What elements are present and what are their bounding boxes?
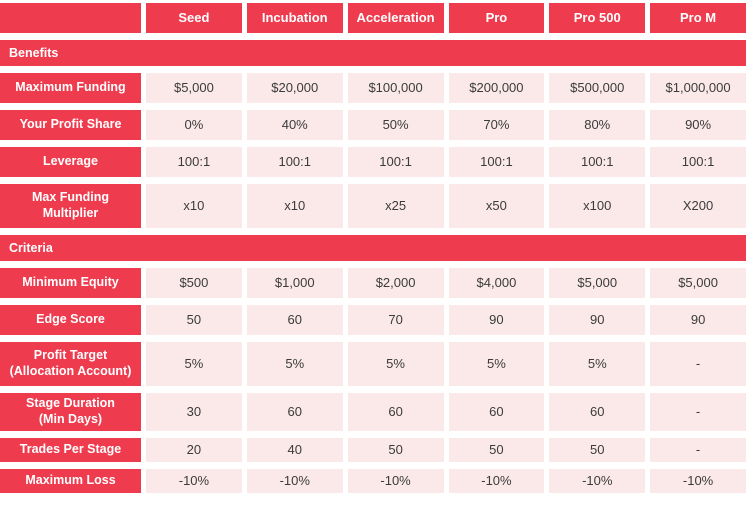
value-cell-leverage-incubation: 100:1 bbox=[246, 147, 343, 177]
value-cell-edge-score-seed: 50 bbox=[146, 305, 242, 335]
column-header-incubation: Incubation bbox=[246, 3, 343, 33]
value-cell-maximum-loss-pro-m: -10% bbox=[650, 469, 746, 493]
value-cell-max-funding-multiplier-incubation: x10 bbox=[246, 184, 343, 228]
table-row-stage-duration-min-days: Stage Duration (Min Days) 30 60 60 60 60- bbox=[0, 393, 746, 431]
value-cell-stage-duration-min-days-seed: 30 bbox=[146, 393, 242, 431]
value-cell-stage-duration-min-days-pro-500: 60 bbox=[549, 393, 646, 431]
value-cell-stage-duration-min-days-incubation: 60 bbox=[246, 393, 343, 431]
value-cell-minimum-equity-incubation: $1,000 bbox=[246, 268, 343, 298]
value-cell-maximum-funding-pro-500: $500,000 bbox=[549, 73, 646, 103]
value-cell-maximum-funding-pro: $200,000 bbox=[448, 73, 545, 103]
column-header-pro: Pro bbox=[448, 3, 545, 33]
row-label-leverage: Leverage bbox=[0, 147, 141, 177]
row-label-maximum-funding: Maximum Funding bbox=[0, 73, 141, 103]
value-cell-maximum-funding-acceleration: $100,000 bbox=[347, 73, 444, 103]
value-cell-trades-per-stage-pro-m: - bbox=[650, 438, 746, 462]
value-cell-profit-target-allocation-account-seed: 5% bbox=[146, 342, 242, 386]
value-cell-edge-score-pro-500: 90 bbox=[549, 305, 646, 335]
value-cell-max-funding-multiplier-pro-m: X200 bbox=[650, 184, 746, 228]
value-cell-your-profit-share-incubation: 40% bbox=[246, 110, 343, 140]
value-cell-maximum-loss-seed: -10% bbox=[146, 469, 242, 493]
table-row-profit-target-allocation-account: Profit Target (Allocation Account) 5% 5% 5%… bbox=[0, 342, 746, 386]
table-header-row: Seed Incubation Acceleration Pro Pro 500 Pro … bbox=[0, 3, 746, 33]
table-row-minimum-equity: Minimum Equity $500 $1,000 $2,000 $4,000 $5,0… bbox=[0, 268, 746, 298]
value-cell-leverage-seed: 100:1 bbox=[146, 147, 242, 177]
value-cell-maximum-loss-incubation: -10% bbox=[246, 469, 343, 493]
value-cell-minimum-equity-pro: $4,000 bbox=[448, 268, 545, 298]
value-cell-profit-target-allocation-account-pro-m: - bbox=[650, 342, 746, 386]
value-cell-profit-target-allocation-account-incubation: 5% bbox=[246, 342, 343, 386]
table-row-leverage: Leverage 100:1 100:1 100:1 100:1 100:1 100:1 bbox=[0, 147, 746, 177]
value-cell-profit-target-allocation-account-pro-500: 5% bbox=[549, 342, 646, 386]
table-row-edge-score: Edge Score 50 60 70 90 90 90 bbox=[0, 305, 746, 335]
value-cell-leverage-pro-m: 100:1 bbox=[650, 147, 746, 177]
value-cell-maximum-loss-pro-500: -10% bbox=[549, 469, 646, 493]
value-cell-your-profit-share-pro: 70% bbox=[448, 110, 545, 140]
value-cell-your-profit-share-acceleration: 50% bbox=[347, 110, 444, 140]
value-cell-maximum-funding-incubation: $20,000 bbox=[246, 73, 343, 103]
value-cell-edge-score-incubation: 60 bbox=[246, 305, 343, 335]
value-cell-your-profit-share-pro-500: 80% bbox=[549, 110, 646, 140]
value-cell-max-funding-multiplier-acceleration: x25 bbox=[347, 184, 444, 228]
row-label-stage-duration-min-days: Stage Duration (Min Days) bbox=[0, 393, 141, 431]
value-cell-maximum-loss-pro: -10% bbox=[448, 469, 545, 493]
value-cell-trades-per-stage-pro-500: 50 bbox=[549, 438, 646, 462]
table-row-maximum-loss: Maximum Loss -10% -10% -10% -10% -10% -10% bbox=[0, 469, 746, 493]
value-cell-max-funding-multiplier-pro: x50 bbox=[448, 184, 545, 228]
value-cell-leverage-pro: 100:1 bbox=[448, 147, 545, 177]
value-cell-max-funding-multiplier-pro-500: x100 bbox=[549, 184, 646, 228]
value-cell-maximum-loss-acceleration: -10% bbox=[347, 469, 444, 493]
row-label-trades-per-stage: Trades Per Stage bbox=[0, 438, 141, 462]
section-header-criteria: Criteria bbox=[0, 235, 746, 261]
value-cell-minimum-equity-pro-500: $5,000 bbox=[549, 268, 646, 298]
section-header-benefits: Benefits bbox=[0, 40, 746, 66]
table-row-maximum-funding: Maximum Funding $5,000 $20,000 $100,000 $200… bbox=[0, 73, 746, 103]
column-header-pro-m: Pro M bbox=[650, 3, 746, 33]
row-label-your-profit-share: Your Profit Share bbox=[0, 110, 141, 140]
value-cell-maximum-funding-seed: $5,000 bbox=[146, 73, 242, 103]
value-cell-minimum-equity-pro-m: $5,000 bbox=[650, 268, 746, 298]
table-row-trades-per-stage: Trades Per Stage 20 40 50 50 50- bbox=[0, 438, 746, 462]
row-label-edge-score: Edge Score bbox=[0, 305, 141, 335]
value-cell-edge-score-pro-m: 90 bbox=[650, 305, 746, 335]
corner-cell bbox=[0, 3, 141, 33]
row-label-profit-target-allocation-account: Profit Target (Allocation Account) bbox=[0, 342, 141, 386]
value-cell-leverage-acceleration: 100:1 bbox=[347, 147, 444, 177]
value-cell-leverage-pro-500: 100:1 bbox=[549, 147, 646, 177]
row-label-maximum-loss: Maximum Loss bbox=[0, 469, 141, 493]
column-header-pro-500: Pro 500 bbox=[549, 3, 646, 33]
value-cell-minimum-equity-seed: $500 bbox=[146, 268, 242, 298]
value-cell-minimum-equity-acceleration: $2,000 bbox=[347, 268, 444, 298]
value-cell-trades-per-stage-acceleration: 50 bbox=[347, 438, 444, 462]
value-cell-your-profit-share-seed: 0% bbox=[146, 110, 242, 140]
value-cell-profit-target-allocation-account-pro: 5% bbox=[448, 342, 545, 386]
value-cell-stage-duration-min-days-pro-m: - bbox=[650, 393, 746, 431]
funding-tiers-table: Seed Incubation Acceleration Pro Pro 500 Pro … bbox=[0, 3, 746, 493]
value-cell-edge-score-pro: 90 bbox=[448, 305, 545, 335]
value-cell-stage-duration-min-days-pro: 60 bbox=[448, 393, 545, 431]
value-cell-trades-per-stage-incubation: 40 bbox=[246, 438, 343, 462]
value-cell-your-profit-share-pro-m: 90% bbox=[650, 110, 746, 140]
value-cell-stage-duration-min-days-acceleration: 60 bbox=[347, 393, 444, 431]
row-label-max-funding-multiplier: Max Funding Multiplier bbox=[0, 184, 141, 228]
column-header-seed: Seed bbox=[146, 3, 242, 33]
table-row-your-profit-share: Your Profit Share 0% 40% 50% 70% 80% 90% bbox=[0, 110, 746, 140]
value-cell-edge-score-acceleration: 70 bbox=[347, 305, 444, 335]
value-cell-max-funding-multiplier-seed: x10 bbox=[146, 184, 242, 228]
value-cell-maximum-funding-pro-m: $1,000,000 bbox=[650, 73, 746, 103]
table-row-max-funding-multiplier: Max Funding Multiplier x10 x10 x25 x50 x100 X2… bbox=[0, 184, 746, 228]
value-cell-trades-per-stage-pro: 50 bbox=[448, 438, 545, 462]
value-cell-profit-target-allocation-account-acceleration: 5% bbox=[347, 342, 444, 386]
value-cell-trades-per-stage-seed: 20 bbox=[146, 438, 242, 462]
column-header-acceleration: Acceleration bbox=[347, 3, 444, 33]
row-label-minimum-equity: Minimum Equity bbox=[0, 268, 141, 298]
